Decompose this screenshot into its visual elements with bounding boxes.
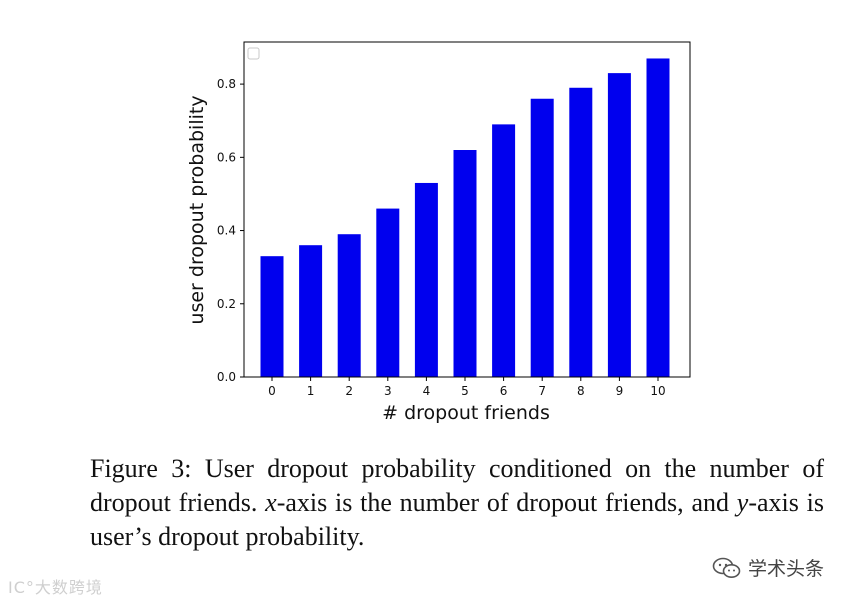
figure-caption: Figure 3: User dropout probability condi… [90, 452, 824, 554]
caption-text-3: -axis is user’s dropout probability. [90, 488, 824, 551]
bar-0 [260, 256, 284, 377]
watermark-right-text: 学术头条 [748, 558, 825, 580]
bar-3 [376, 208, 400, 377]
bar-10 [646, 58, 670, 378]
bar-2 [337, 234, 361, 377]
y-tick-label: 0.8 [217, 77, 236, 91]
y-tick-label: 0.4 [217, 224, 236, 238]
bar-7 [530, 98, 554, 378]
y-axis-label: user dropout probability [186, 95, 208, 324]
y-tick-label: 0.0 [217, 370, 236, 384]
x-tick-label: 1 [307, 384, 315, 398]
bar-4 [414, 182, 438, 377]
x-tick-label: 7 [538, 384, 546, 398]
bar-9 [607, 73, 631, 378]
bar-chart: 0.0 0.2 0.4 0.6 0.8 0 1 2 3 4 5 6 7 8 9 10 # dropout f… [186, 41, 691, 424]
x-tick-label: 10 [650, 384, 665, 398]
bars-group [260, 58, 670, 378]
bar-6 [492, 124, 516, 378]
x-tick-label: 9 [616, 384, 624, 398]
x-tick-label: 0 [268, 384, 276, 398]
caption-x-var: x [265, 488, 277, 517]
caption-y-var: y [736, 488, 749, 517]
watermark-left: IC°大数跨境 [8, 578, 103, 597]
caption-text-2: -axis is the number of dropout friends, … [276, 488, 737, 517]
caption-text-1: Figure 3: User dropout probability condi… [90, 454, 824, 517]
x-axis-ticks: 0 1 2 3 4 5 6 7 8 9 10 [268, 377, 666, 398]
x-tick-label: 8 [577, 384, 585, 398]
x-tick-label: 6 [500, 384, 508, 398]
bar-8 [569, 87, 593, 378]
y-tick-label: 0.6 [217, 150, 236, 164]
x-tick-label: 4 [423, 384, 431, 398]
x-axis-label: # dropout friends [382, 402, 550, 424]
y-axis-ticks: 0.0 0.2 0.4 0.6 0.8 [217, 77, 244, 384]
bar-1 [299, 245, 323, 377]
bar-5 [453, 150, 477, 377]
wechat-icon [712, 557, 741, 578]
watermark-right: 学术头条 [712, 554, 824, 581]
x-tick-label: 5 [461, 384, 469, 398]
x-tick-label: 3 [384, 384, 392, 398]
x-tick-label: 2 [345, 384, 353, 398]
y-tick-label: 0.2 [217, 297, 236, 311]
legend-box [247, 47, 260, 60]
plot-frame [243, 41, 691, 378]
